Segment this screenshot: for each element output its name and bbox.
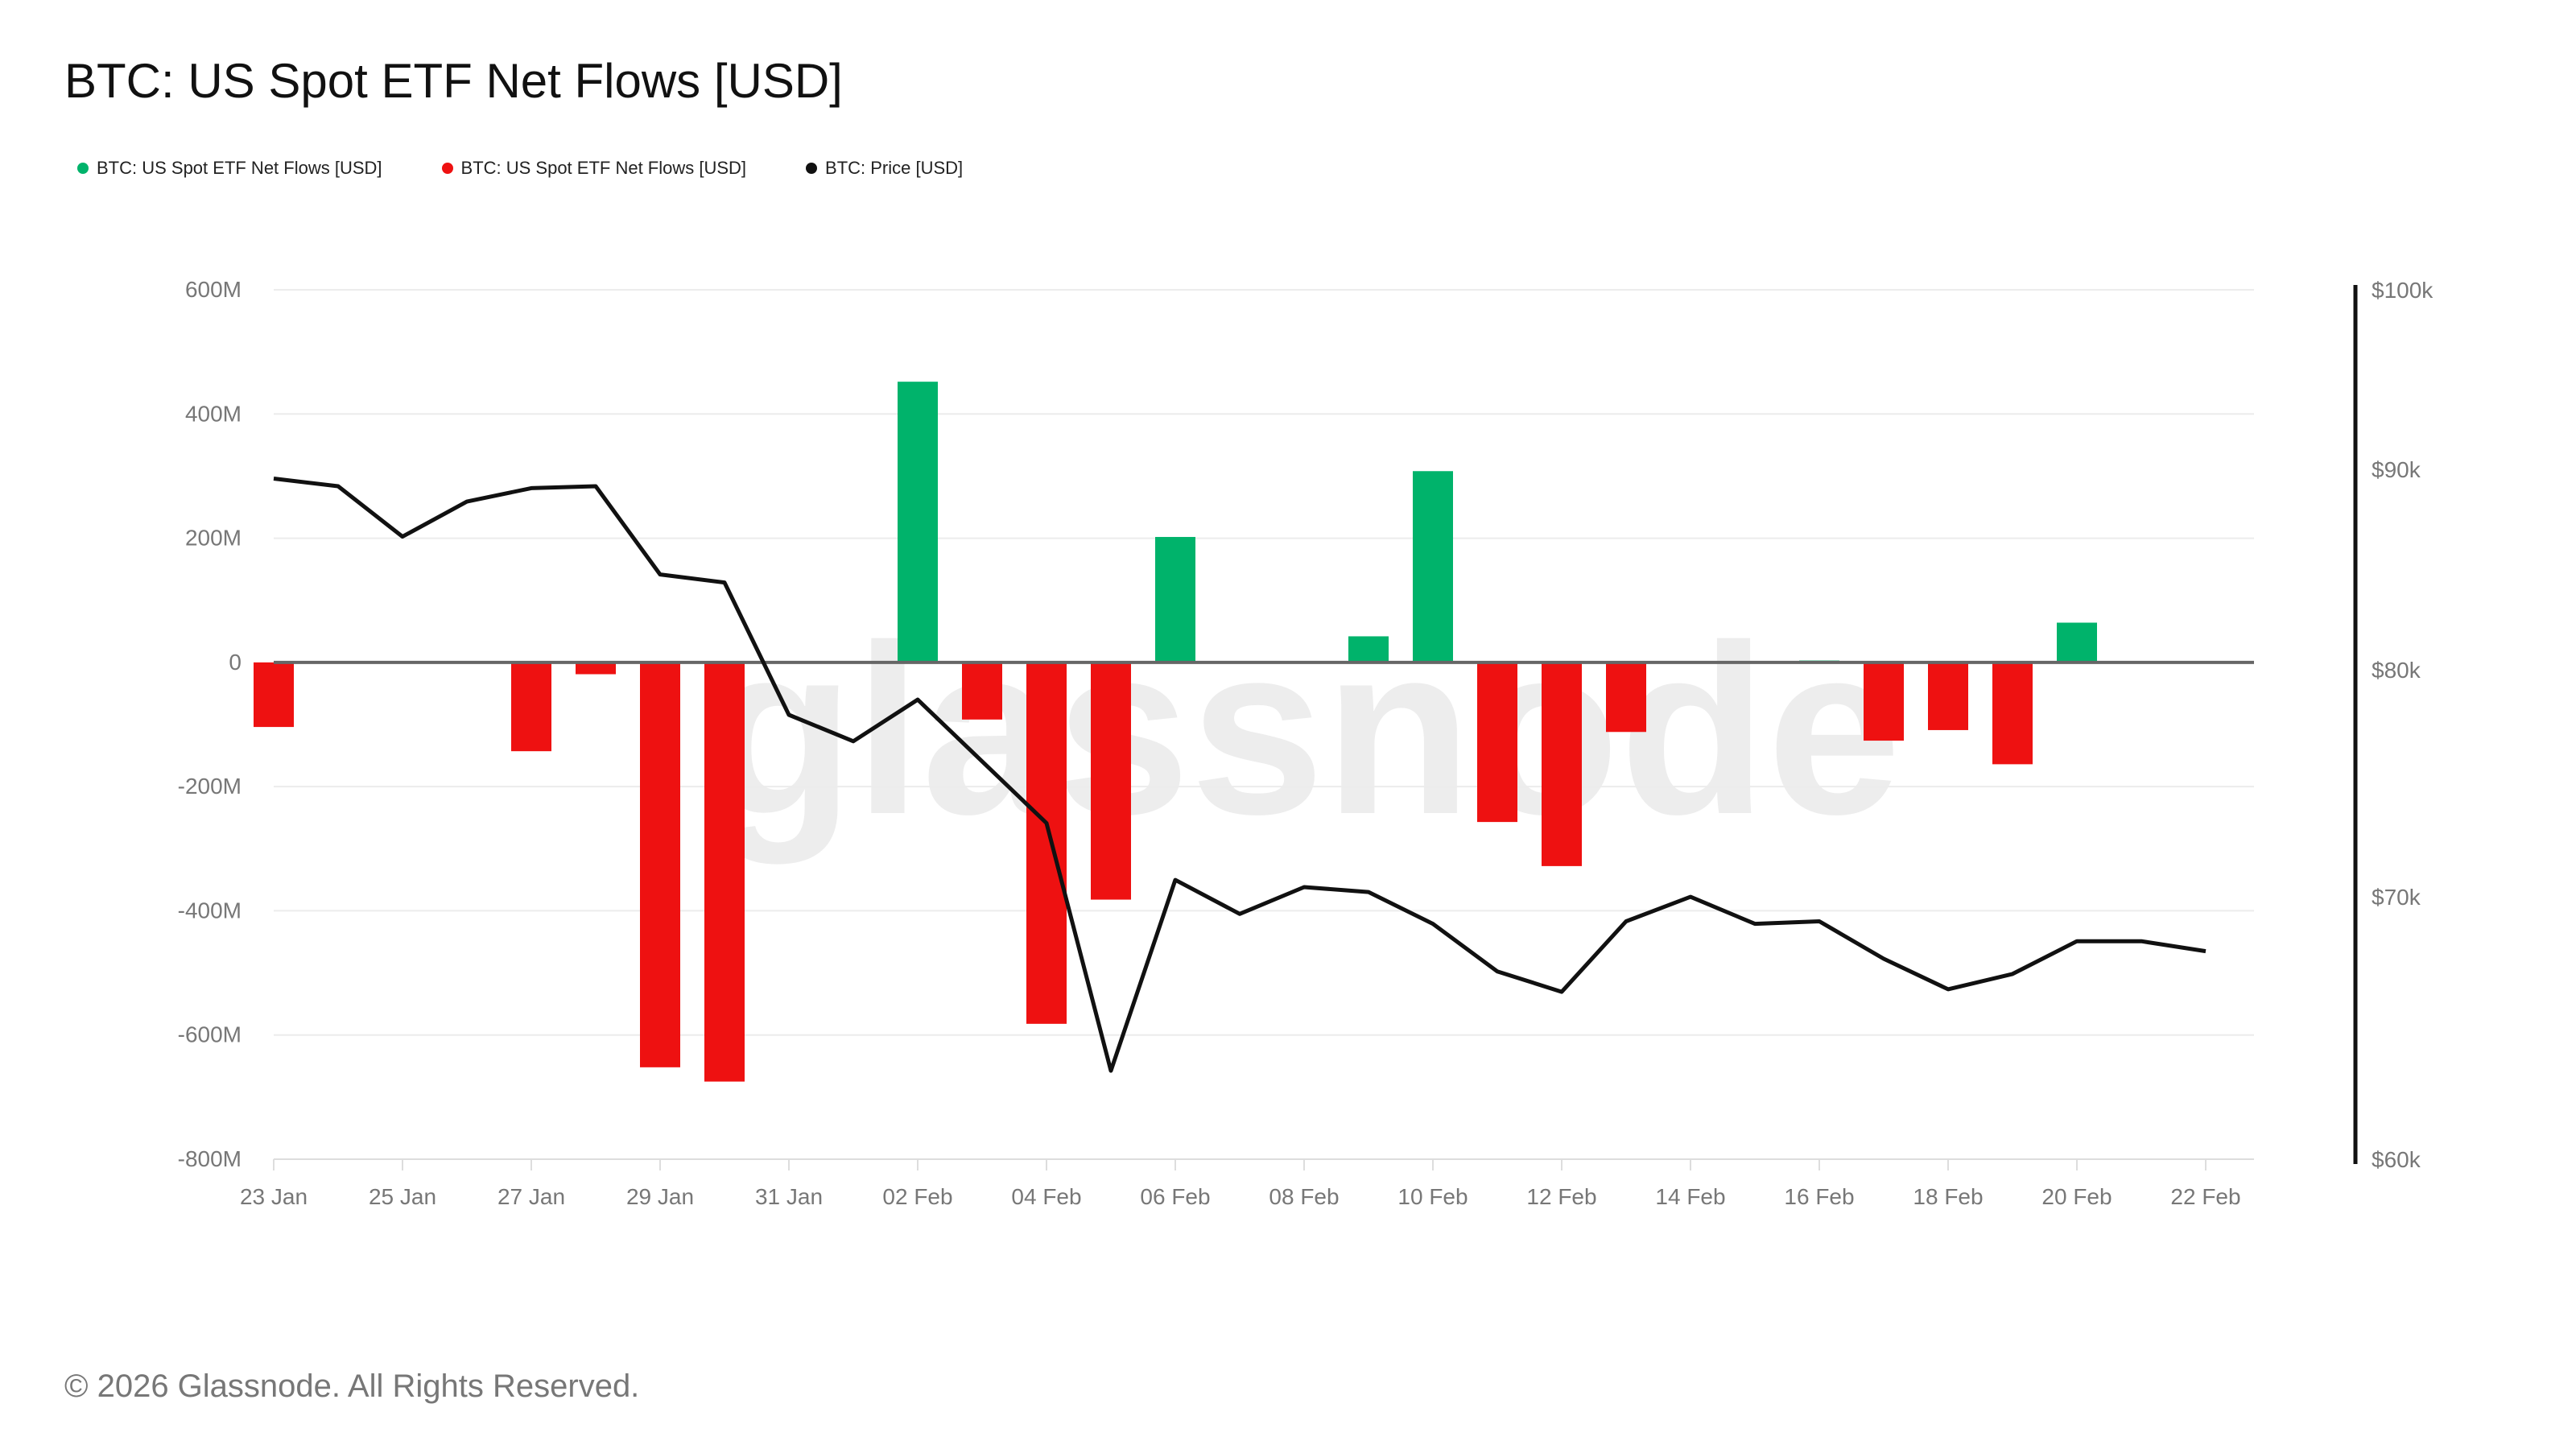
x-tick-label: 14 Feb [1655,1184,1725,1209]
y-left-tick-label: 600M [185,277,242,302]
y-left-tick-label: 400M [185,401,242,426]
watermark: glassnode [707,594,1901,866]
y-right-tick-label: $100k [2372,278,2434,303]
bar-outflow [576,662,616,675]
x-tick-label: 25 Jan [369,1184,436,1209]
y-left-tick-label: -400M [178,898,242,923]
legend-label: BTC: Price [USD] [825,158,964,178]
bar-outflow [640,662,680,1067]
x-tick-label: 04 Feb [1011,1184,1081,1209]
y-left-tick-label: 0 [229,650,242,675]
price-line [273,477,2207,1073]
x-tick-label: 31 Jan [755,1184,823,1209]
x-tick-label: 29 Jan [626,1184,694,1209]
bar-inflow [2057,622,2097,663]
x-tick-label: 20 Feb [2041,1184,2112,1209]
bar-inflow [1413,471,1453,663]
bar-outflow [254,662,294,728]
bar-outflow [1928,662,1968,730]
x-tick-label: 23 Jan [240,1184,308,1209]
bar-outflow [1606,662,1646,733]
price-series [273,477,2207,1073]
bars [254,382,2097,1082]
bar-outflow [1864,662,1904,741]
x-tick-label: 12 Feb [1526,1184,1596,1209]
bar-outflow [511,662,551,752]
bar-outflow [1542,662,1582,866]
y-left-tick-label: -200M [178,774,242,799]
bar-outflow [1091,662,1131,900]
bar-outflow [1026,662,1067,1024]
bar-outflow [962,662,1002,720]
y-right-tick-label: $80k [2372,658,2421,683]
bar-outflow [704,662,745,1082]
axes: 600M 400M 200M 0 -200M -400M -600M -800M $100k $9… [178,277,2434,1209]
bar-inflow [1348,636,1389,663]
y-left-tick-label: -800M [178,1146,242,1171]
x-tick-label: 18 Feb [1913,1184,1983,1209]
x-tick-label: 10 Feb [1397,1184,1468,1209]
legend-label: BTC: US Spot ETF Net Flows [USD] [97,158,382,178]
legend-dot-icon [77,163,89,174]
x-tick-label: 22 Feb [2170,1184,2240,1209]
y-right-tick-label: $90k [2372,457,2421,482]
x-tick-label: 06 Feb [1140,1184,1210,1209]
x-tick-label: 16 Feb [1784,1184,1854,1209]
legend-dot-icon [441,163,453,174]
y-left-tick-label: -600M [178,1022,242,1047]
bar-outflow [1477,662,1517,823]
copyright-footer: © 2026 Glassnode. All Rights Reserved. [64,1368,640,1404]
y-right-tick-label: $60k [2372,1147,2421,1172]
x-tick-label: 27 Jan [497,1184,565,1209]
bar-inflow [1155,537,1195,663]
bar-outflow [1992,662,2033,765]
y-right-tick-label: $70k [2372,885,2421,910]
legend: BTC: US Spot ETF Net Flows [USD] BTC: US… [77,158,963,179]
chart-title: BTC: US Spot ETF Net Flows [USD] [64,54,843,108]
legend-label: BTC: US Spot ETF Net Flows [USD] [460,158,747,178]
legend-item-outflows[interactable]: BTC: US Spot ETF Net Flows [USD] [441,158,747,179]
y-left-tick-label: 200M [185,526,242,551]
bar-inflow [898,382,938,663]
legend-item-price[interactable]: BTC: Price [USD] [806,158,963,179]
legend-dot-icon [806,163,818,174]
x-tick-label: 08 Feb [1269,1184,1339,1209]
x-tick-label: 02 Feb [882,1184,952,1209]
legend-item-inflows[interactable]: BTC: US Spot ETF Net Flows [USD] [77,158,382,179]
